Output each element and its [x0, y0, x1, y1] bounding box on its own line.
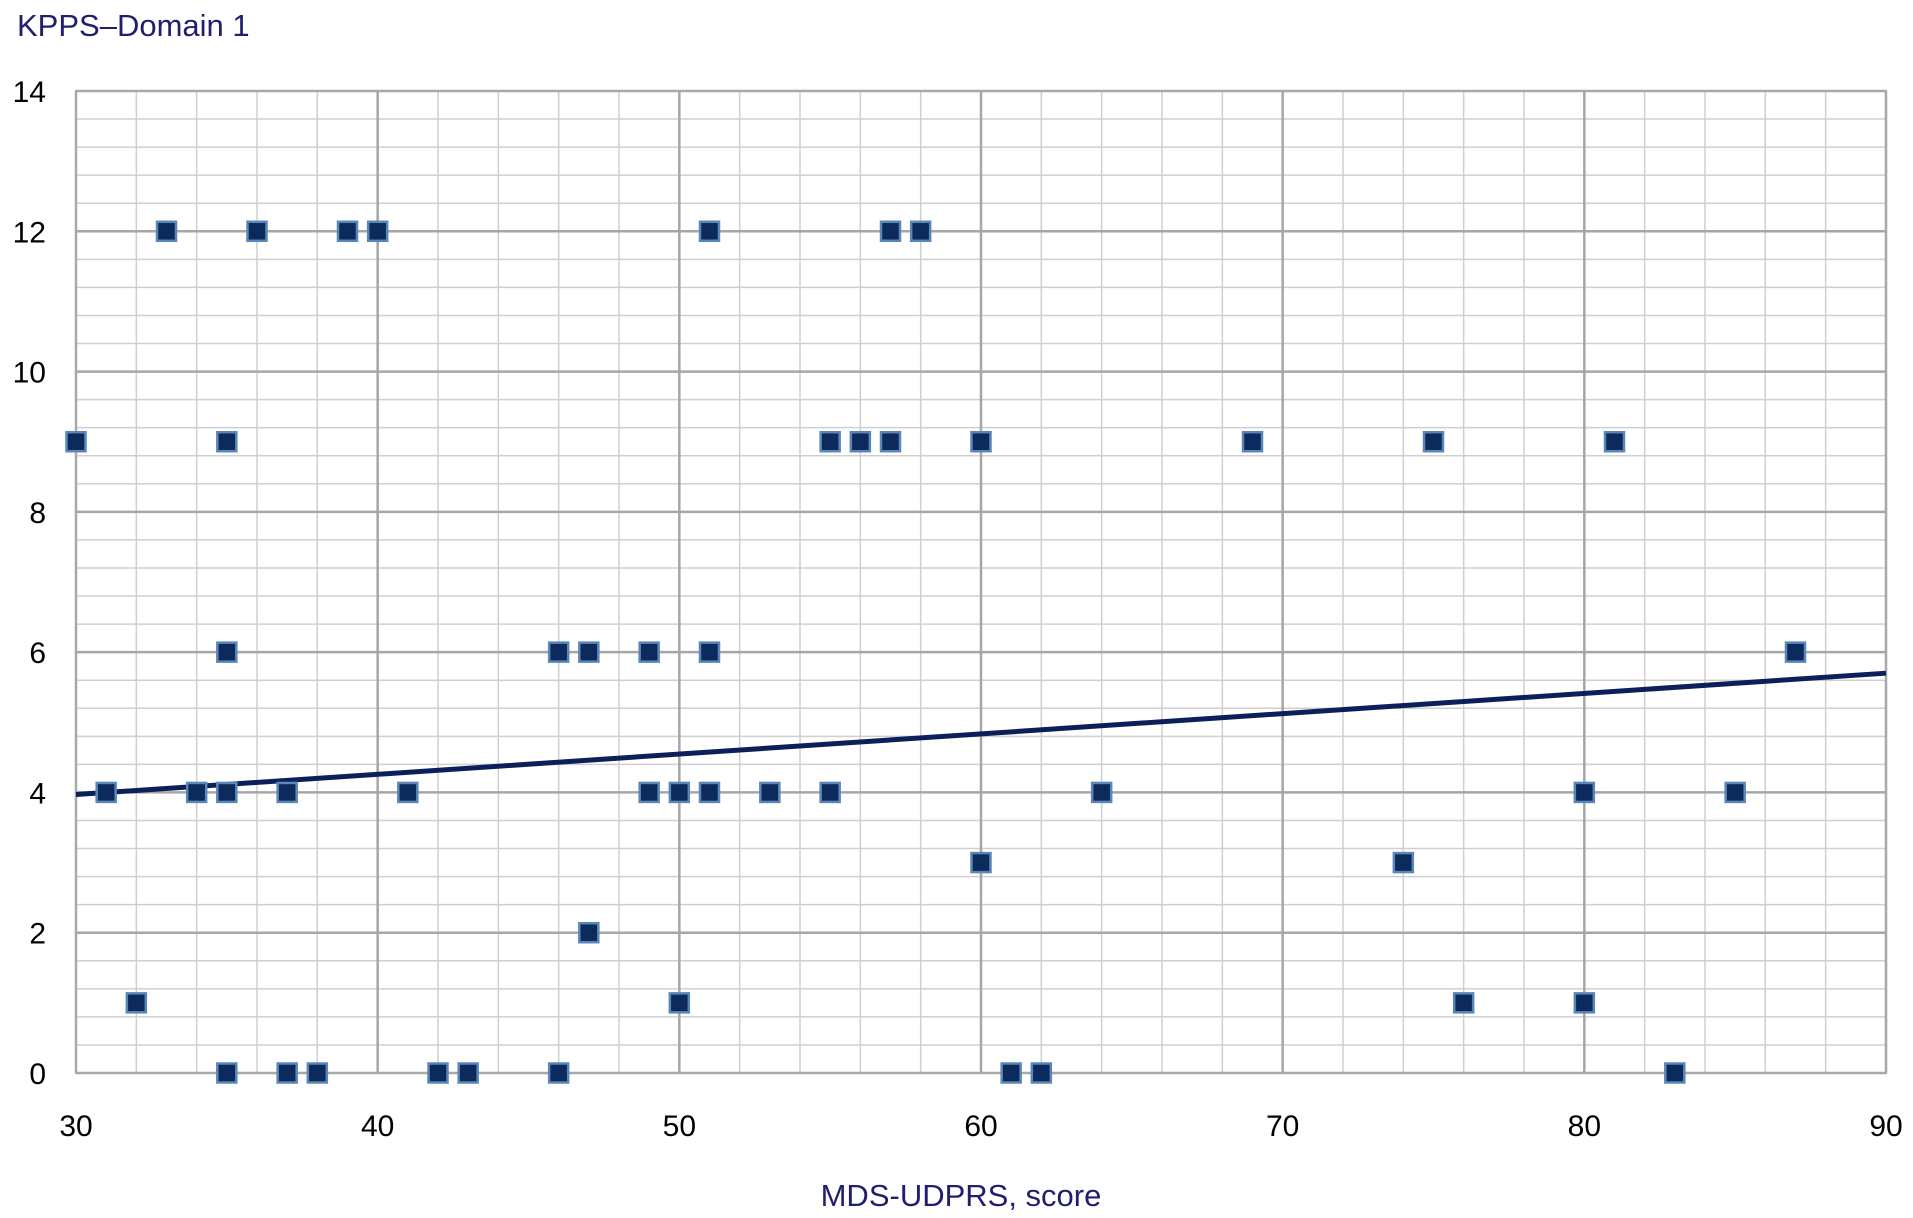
- data-point: [276, 781, 298, 804]
- y-tick-labels: 0 2 4 6 8 10 12 14: [13, 76, 46, 1091]
- data-point: [819, 781, 841, 804]
- data-point: [638, 781, 660, 804]
- x-tick-label: 90: [1869, 1110, 1902, 1143]
- data-point: [1392, 851, 1415, 874]
- data-point: [457, 1062, 479, 1084]
- x-tick-label: 70: [1266, 1110, 1299, 1143]
- y-axis-label: KPPS–Domain 1: [17, 8, 250, 43]
- data-point: [1000, 1062, 1022, 1084]
- data-point: [95, 781, 117, 804]
- data-point: [819, 430, 841, 453]
- data-point: [909, 220, 932, 243]
- y-tick-label: 10: [13, 357, 46, 390]
- data-point: [155, 220, 178, 243]
- data-point: [427, 1062, 449, 1084]
- data-point: [1090, 781, 1113, 804]
- data-point: [668, 781, 691, 804]
- trend-line: [75, 670, 1887, 798]
- data-point: [216, 430, 238, 453]
- data-point: [1452, 992, 1475, 1014]
- data-point: [879, 430, 902, 453]
- x-tick-labels: 30 40 50 60 70 80 90: [59, 1110, 1902, 1143]
- data-point: [1241, 430, 1264, 453]
- data-point: [336, 220, 359, 243]
- data-point: [1030, 1062, 1053, 1084]
- data-point: [638, 641, 660, 663]
- data-point: [970, 430, 992, 453]
- data-point: [1784, 641, 1807, 663]
- data-point: [366, 220, 389, 243]
- data-point: [246, 220, 268, 243]
- plot-area-border: [75, 90, 1887, 1074]
- y-tick-label: 12: [13, 216, 46, 249]
- y-tick-label: 0: [29, 1058, 46, 1091]
- data-point: [970, 851, 992, 874]
- data-point: [216, 641, 238, 663]
- data-point: [125, 992, 148, 1014]
- x-tick-label: 80: [1568, 1110, 1601, 1143]
- y-tick-label: 6: [29, 637, 46, 670]
- y-tick-label: 2: [29, 918, 46, 951]
- x-tick-label: 30: [59, 1110, 92, 1143]
- data-point: [185, 781, 208, 804]
- data-point: [1573, 781, 1596, 804]
- x-tick-label: 50: [663, 1110, 696, 1143]
- data-point: [1664, 1062, 1686, 1084]
- data-point: [276, 1062, 298, 1084]
- data-point: [216, 1062, 238, 1084]
- data-point: [759, 781, 781, 804]
- data-point: [578, 921, 600, 944]
- data-point: [547, 641, 570, 663]
- x-tick-label: 60: [964, 1110, 997, 1143]
- data-point: [547, 1062, 570, 1084]
- data-point: [879, 220, 902, 243]
- data-point: [668, 992, 691, 1014]
- data-point: [216, 781, 238, 804]
- data-point: [698, 220, 721, 243]
- x-tick-label: 40: [361, 1110, 394, 1143]
- data-point: [849, 430, 872, 453]
- data-point: [698, 781, 721, 804]
- data-points: [65, 220, 1807, 1084]
- data-point: [65, 430, 87, 453]
- data-point: [397, 781, 419, 804]
- data-point: [1422, 430, 1445, 453]
- y-tick-label: 14: [13, 76, 46, 109]
- data-point: [1573, 992, 1596, 1014]
- x-axis-label: MDS-UDPRS, score: [821, 1178, 1102, 1213]
- data-point: [578, 641, 600, 663]
- data-point: [1603, 430, 1626, 453]
- y-tick-label: 4: [29, 777, 46, 810]
- data-point: [306, 1062, 329, 1084]
- y-tick-label: 8: [29, 497, 46, 530]
- data-point: [698, 641, 721, 663]
- data-point: [1724, 781, 1746, 804]
